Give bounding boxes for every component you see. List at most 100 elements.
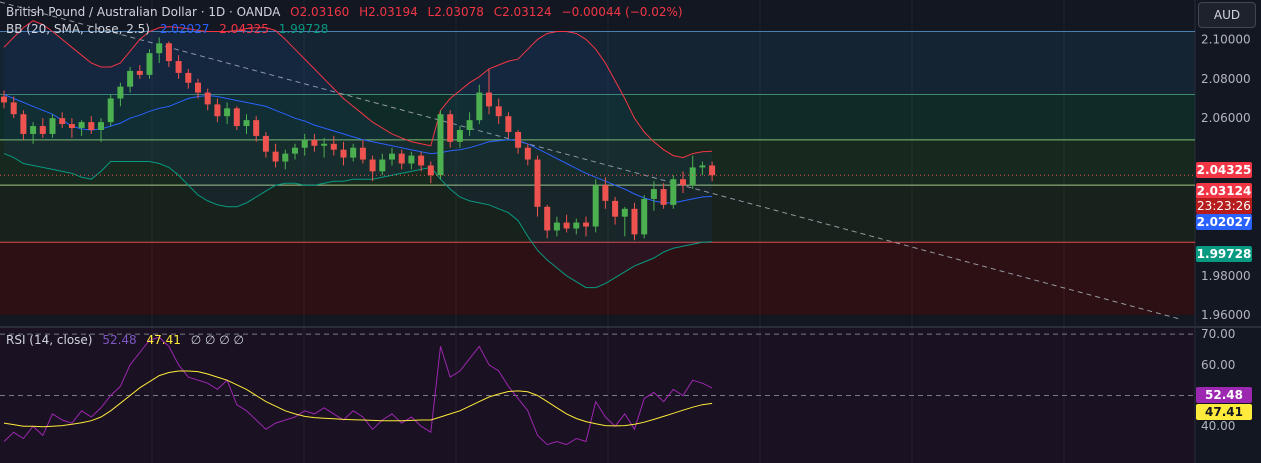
candle-body [146,53,153,75]
candle-body [670,179,677,205]
rsi-label: RSI (14, close) [6,333,93,347]
candle-body [195,82,201,93]
candle-body [311,139,318,146]
bb-legend[interactable]: BB (20, SMA, close, 2.5) 2.02027 2.04325… [6,22,334,36]
candle-body [214,104,221,117]
bb-upper-tag: 2.04325 [1196,162,1252,178]
candle-body [650,189,657,199]
bb-label: BB (20, SMA, close, 2.5) [6,22,150,36]
price-tick-label: 2.06000 [1201,111,1251,125]
bb-fill [4,20,713,288]
bb-lower-value: 1.99728 [278,22,329,36]
rsi-ma-tag: 47.41 [1196,404,1252,420]
candle-body [398,153,405,164]
close-value: C2.03124 [493,5,552,19]
candle-body [505,116,512,132]
rsi-tick-label: 60.00 [1201,358,1235,372]
bb-upper-line [3,20,713,159]
candle-body [272,151,279,162]
zone-mid-upper [0,94,1195,140]
open-value: O2.03160 [290,5,350,19]
candle-body [88,122,95,130]
candle-body [127,70,134,87]
bb-basis-tag: 2.02027 [1196,214,1252,230]
rsi-ma-value: 47.41 [146,333,181,347]
candle-body [30,126,37,134]
candle-body [330,143,337,150]
bb-lower-tag: 1.99728 [1196,246,1252,262]
candle-body [592,185,599,227]
rsi-extras: ∅ ∅ ∅ ∅ [190,333,244,347]
symbol-title: British Pound / Australian Dollar · 1D ·… [6,5,281,19]
rsi-value: 52.48 [102,333,137,347]
candle-body [156,43,163,54]
candle-body [340,149,347,158]
candle-body [301,139,308,148]
candle-body [427,165,434,176]
candle-body [524,147,531,160]
candle-body [253,120,260,136]
candle-body [544,206,551,231]
candle-body [165,43,172,62]
candle-body [233,108,240,127]
candle-body [699,165,706,168]
candle-body [456,130,463,142]
candle-body [389,153,395,160]
candle-body [59,118,66,125]
currency-button[interactable]: AUD [1198,2,1256,28]
candle-body [689,167,696,186]
candle-body [563,222,570,229]
candle-body [447,114,454,142]
candle-body [379,159,386,172]
price-tick-label: 2.10000 [1201,32,1251,46]
countdown-tag: 23:23:26 [1196,198,1252,214]
candle-body [321,143,328,146]
last-price-tag: 2.03124 [1196,183,1252,199]
candle-body [553,222,560,231]
candle-body [534,159,541,207]
bb-upper-value: 2.04325 [219,22,269,36]
candle-body [107,98,114,123]
candle-body [224,108,231,117]
low-value: L2.03078 [427,5,484,19]
candle-body [39,126,46,134]
rsi-legend[interactable]: RSI (14, close) 52.48 47.41 ∅ ∅ ∅ ∅ [6,333,250,347]
candle-body [515,131,522,148]
candle-body [49,118,56,134]
candle-body [495,106,502,117]
candle-body [1,96,7,103]
candle-body [243,120,250,127]
candle-body [359,147,366,160]
candle-body [20,114,27,134]
candle-body [175,61,182,73]
candle-body [418,155,425,166]
candle-body [660,189,667,205]
zone-lower [0,242,1195,316]
bb-basis-value: 2.02027 [159,22,210,36]
change-value: −0.00044 (−0.02%) [561,5,683,19]
candle-body [621,208,628,217]
candle-body [369,159,376,172]
candle-body [117,86,124,99]
candle-body [10,102,17,115]
candle-body [282,153,289,162]
candle-body [680,179,686,186]
price-tick-label: 1.98000 [1201,269,1251,283]
candle-body [709,165,716,176]
bb-lower-line [3,153,713,289]
price-tick-label: 1.96000 [1201,308,1251,322]
candle-body [641,198,648,235]
rsi-tag: 52.48 [1196,387,1252,403]
candle-body [573,222,580,229]
candle-body [136,70,143,75]
candle-body [204,92,211,105]
high-value: H2.03194 [359,5,418,19]
candle-body [486,92,492,107]
candle-body [185,72,192,83]
candle-body [98,122,104,130]
rsi-tick-label: 70.00 [1201,327,1235,341]
candle-body [262,135,269,152]
candle-body [602,185,609,201]
symbol-legend[interactable]: British Pound / Australian Dollar · 1D ·… [6,5,689,19]
